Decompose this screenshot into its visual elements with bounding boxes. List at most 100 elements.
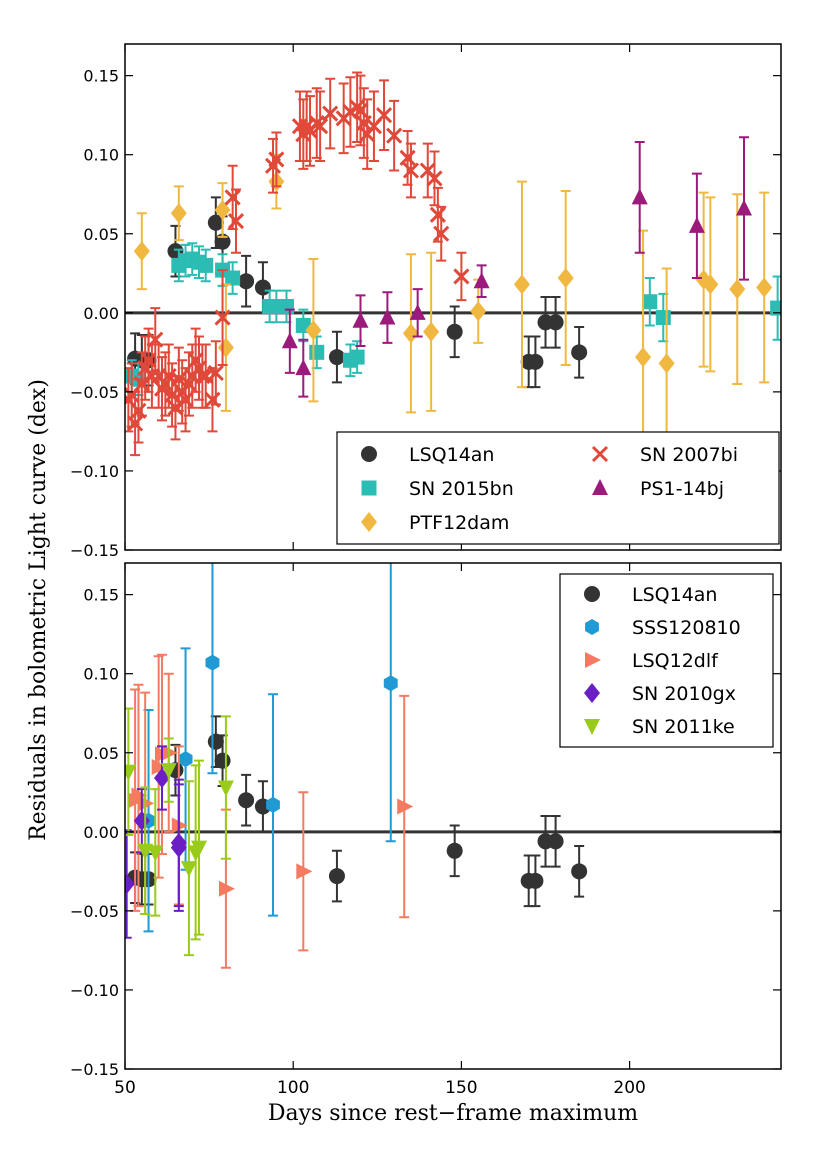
top-sn-2007bi-point	[429, 206, 446, 223]
top-sn-2007bi-point	[453, 268, 470, 285]
x-tick-label: 100	[277, 1078, 309, 1098]
top-axes-frame	[124, 43, 782, 551]
top-y-tick-label: 0.00	[83, 304, 119, 323]
top-ptf12dam-point	[658, 353, 675, 374]
top-legend-label-ps1-14bj: PS1-14bj	[640, 478, 724, 500]
bottom-y-tick-label: 0.05	[83, 744, 119, 763]
bottom-lsq14an-point	[547, 833, 564, 850]
top-sn-2015bn-point	[309, 344, 325, 360]
top-sn-2007bi-point	[312, 118, 329, 135]
top-sn-2007bi-point	[127, 415, 144, 432]
top-sn-2015bn-point	[225, 270, 241, 286]
x-tick-label: 150	[445, 1078, 477, 1098]
bottom-lsq14an-point	[328, 868, 345, 885]
top-sn-2007bi-point	[170, 371, 187, 388]
bottom-y-tick-label: −0.15	[70, 1060, 119, 1079]
top-lsq14an-point	[446, 323, 463, 340]
top-lsq14an-point	[207, 214, 224, 231]
top-panel: 0.15 0.10 0.05 0.00 −0.05 −0.10 −0.15 LSQ14an SN…	[70, 43, 782, 560]
top-legend-label-ptf12dam: PTF12dam	[409, 512, 509, 534]
top-ptf12dam-point	[557, 268, 574, 289]
bottom-sn-2011ke-point	[125, 764, 137, 781]
bottom-sn-2011ke-point	[147, 845, 164, 862]
top-lsq14an-point	[527, 353, 544, 370]
bottom-legend-marker-lsq14an	[584, 586, 600, 602]
top-sn-2015bn-point	[349, 349, 365, 365]
top-sn-2007bi-point	[402, 162, 420, 179]
top-sn-2007bi-point	[322, 105, 339, 122]
top-ps1-14bj-point	[409, 303, 426, 320]
top-sn-2007bi-point	[207, 364, 224, 381]
top-ptf12dam-point	[635, 347, 652, 368]
top-ptf12dam-point	[133, 241, 150, 262]
top-sn-2007bi-point	[375, 107, 393, 124]
bottom-y-tick-label: 0.10	[83, 665, 119, 684]
top-y-tick-label: −0.05	[70, 383, 119, 402]
top-sn-2007bi-point	[224, 189, 241, 206]
top-lsq14an-point	[328, 349, 345, 366]
top-y-tick-label: 0.15	[83, 67, 119, 86]
top-sn-2015bn-point	[278, 298, 294, 314]
bottom-y-tick-label: −0.10	[70, 981, 119, 1000]
top-sn-2007bi-point	[268, 151, 285, 168]
top-sn-2007bi-point	[160, 368, 177, 385]
bottom-lsq12dlf-point	[218, 880, 235, 897]
bottom-legend: LSQ14an SSS120810 LSQ12dlf SN 2010gx SN 2011…	[559, 573, 774, 748]
bottom-y-tick-label: −0.05	[70, 902, 119, 921]
top-ptf12dam-point	[756, 277, 773, 298]
top-lsq14an-point	[254, 279, 271, 296]
bottom-lsq12dlf-point	[131, 787, 148, 804]
bottom-legend-marker-lsq12dlf	[585, 652, 601, 668]
top-ptf12dam-point	[402, 323, 419, 344]
top-legend-marker-ps1-14bj	[592, 479, 608, 495]
top-lsq14an-point	[238, 273, 255, 290]
bottom-lsq14an-point	[571, 863, 588, 880]
x-tick-label: 50	[114, 1078, 136, 1098]
top-data-points	[125, 71, 781, 485]
bottom-sss120810-point	[266, 796, 280, 813]
top-ps1-14bj-point	[352, 311, 369, 328]
top-legend-marker-lsq14an	[361, 446, 377, 462]
top-sn-2007bi-point	[177, 391, 194, 408]
top-sn-2015bn-point	[770, 300, 781, 316]
top-sn-2007bi-point	[227, 213, 245, 230]
top-lsq14an-point	[571, 344, 588, 361]
bottom-y-tick-label: 0.00	[83, 823, 119, 842]
top-ps1-14bj-point	[735, 199, 752, 216]
top-ps1-14bj-point	[281, 332, 298, 349]
top-ptf12dam-point	[170, 203, 187, 224]
top-legend: LSQ14an SN 2015bn PTF12dam SN 2007bi PS1-14b…	[336, 431, 780, 545]
top-legend-label-sn-2015bn: SN 2015bn	[409, 478, 514, 500]
top-ps1-14bj-point	[473, 272, 490, 289]
top-ps1-14bj-point	[688, 216, 705, 233]
bottom-legend-label-sss120810: SSS120810	[632, 617, 741, 639]
top-sn-2007bi-point	[197, 368, 214, 385]
bottom-legend-marker-sss120810	[585, 619, 599, 635]
top-sn-2007bi-point	[399, 149, 416, 166]
top-y-tick-label: 0.05	[83, 225, 119, 244]
bottom-axes-frame	[124, 562, 782, 1070]
top-ptf12dam-point	[423, 321, 440, 342]
top-sn-2007bi-point	[164, 386, 181, 404]
x-axis-label: Days since rest−frame maximum	[268, 1101, 638, 1126]
top-sn-2007bi-point	[167, 399, 184, 416]
top-legend-box	[336, 431, 780, 545]
top-y-tick-label: 0.10	[83, 146, 119, 165]
top-sn-2007bi-point	[352, 102, 369, 119]
bottom-legend-marker-sn-2010gx	[584, 683, 600, 703]
y-axis-label: Residuals in bolometric Light curve (dex…	[26, 379, 51, 841]
top-ptf12dam-point	[729, 279, 746, 300]
top-sn-2015bn-point	[642, 294, 658, 310]
top-ptf12dam-point	[305, 320, 322, 341]
top-sn-2015bn-point	[655, 310, 671, 326]
bottom-legend-label-sn-2011ke: SN 2011ke	[632, 716, 735, 738]
bottom-legend-label-lsq12dlf: LSQ12dlf	[632, 650, 719, 672]
top-sn-2007bi-point	[386, 127, 403, 144]
top-ps1-14bj-point	[631, 188, 648, 205]
bottom-sn-2011ke-point	[160, 763, 177, 780]
bottom-lsq14an-point	[527, 872, 544, 889]
top-legend-label-lsq14an: LSQ14an	[409, 444, 494, 466]
